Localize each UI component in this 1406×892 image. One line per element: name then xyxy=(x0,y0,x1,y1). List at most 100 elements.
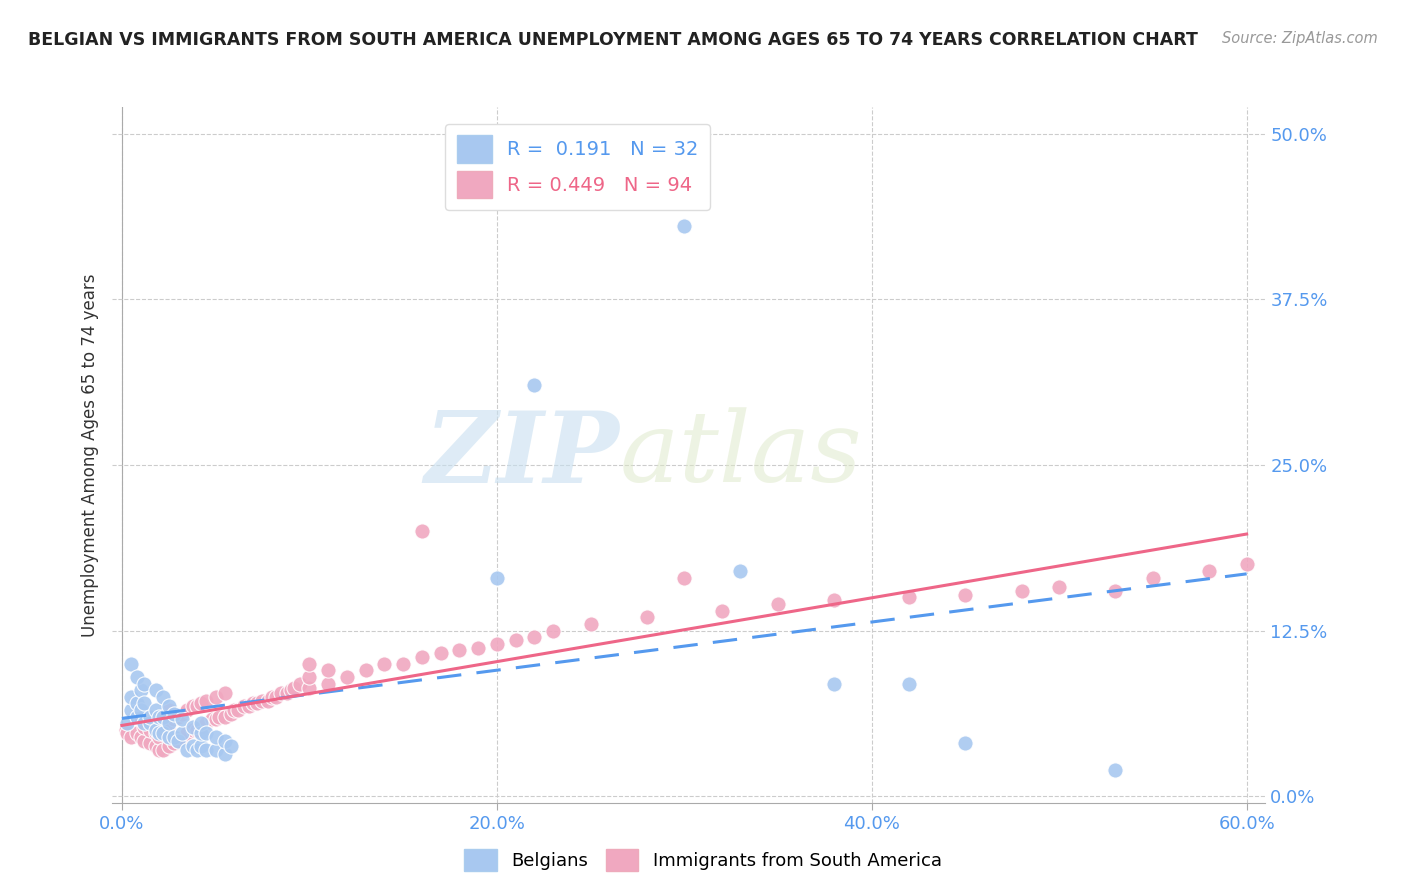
Point xyxy=(120,703,142,717)
Point xyxy=(145,739,167,753)
Point xyxy=(190,739,212,753)
Point xyxy=(257,694,280,708)
Point xyxy=(152,709,174,723)
Point xyxy=(283,681,305,695)
Point xyxy=(176,703,198,717)
Point xyxy=(152,690,174,704)
Point xyxy=(226,703,249,717)
Point xyxy=(176,725,198,739)
Point xyxy=(955,736,977,750)
Point xyxy=(730,564,752,578)
Point xyxy=(204,690,226,704)
Point xyxy=(125,709,148,723)
Point xyxy=(523,378,546,392)
Point xyxy=(134,676,156,690)
Point xyxy=(232,699,254,714)
Point xyxy=(129,703,152,717)
Point xyxy=(120,730,142,744)
Point xyxy=(181,739,204,753)
Point xyxy=(167,733,190,747)
Point xyxy=(145,712,167,726)
Point xyxy=(288,676,311,690)
Point xyxy=(145,703,167,717)
Point xyxy=(373,657,395,671)
Point xyxy=(298,657,321,671)
Point xyxy=(190,720,212,734)
Point xyxy=(636,610,658,624)
Point xyxy=(1142,570,1164,584)
Point xyxy=(204,743,226,757)
Point xyxy=(485,637,508,651)
Point xyxy=(157,703,180,717)
Point xyxy=(134,716,156,731)
Text: ZIP: ZIP xyxy=(425,407,620,503)
Point xyxy=(276,686,298,700)
Point xyxy=(152,725,174,739)
Point xyxy=(190,697,212,711)
Point xyxy=(214,709,236,723)
Point xyxy=(139,736,162,750)
Point xyxy=(316,663,339,677)
Point xyxy=(823,593,845,607)
Point xyxy=(298,681,321,695)
Point xyxy=(219,706,242,721)
Legend: Belgians, Immigrants from South America: Belgians, Immigrants from South America xyxy=(457,842,949,879)
Point xyxy=(163,730,186,744)
Point xyxy=(710,604,733,618)
Point xyxy=(1011,583,1033,598)
Point xyxy=(270,686,292,700)
Point xyxy=(195,743,218,757)
Point xyxy=(392,657,415,671)
Point xyxy=(579,616,602,631)
Point xyxy=(505,632,527,647)
Point xyxy=(201,712,224,726)
Point xyxy=(316,676,339,690)
Point xyxy=(224,703,246,717)
Point xyxy=(204,712,226,726)
Point xyxy=(152,743,174,757)
Point xyxy=(120,690,142,704)
Point xyxy=(145,723,167,737)
Text: BELGIAN VS IMMIGRANTS FROM SOUTH AMERICA UNEMPLOYMENT AMONG AGES 65 TO 74 YEARS : BELGIAN VS IMMIGRANTS FROM SOUTH AMERICA… xyxy=(28,31,1198,49)
Point xyxy=(195,716,218,731)
Point xyxy=(214,686,236,700)
Point xyxy=(219,739,242,753)
Point xyxy=(181,720,204,734)
Point xyxy=(204,730,226,744)
Point xyxy=(170,730,193,744)
Point xyxy=(242,697,264,711)
Point xyxy=(1198,564,1220,578)
Point xyxy=(134,720,156,734)
Point xyxy=(134,697,156,711)
Point xyxy=(195,725,218,739)
Point xyxy=(1236,558,1258,572)
Point xyxy=(170,712,193,726)
Point xyxy=(117,725,139,739)
Point xyxy=(134,733,156,747)
Point xyxy=(467,640,489,655)
Point xyxy=(163,706,186,721)
Point xyxy=(186,743,208,757)
Point xyxy=(167,709,190,723)
Point xyxy=(157,739,180,753)
Point xyxy=(190,725,212,739)
Point xyxy=(170,725,193,739)
Point xyxy=(190,716,212,731)
Point xyxy=(181,723,204,737)
Point xyxy=(148,725,170,739)
Point xyxy=(114,723,136,737)
Point xyxy=(252,694,274,708)
Point xyxy=(157,723,180,737)
Point xyxy=(148,730,170,744)
Point xyxy=(336,670,359,684)
Point xyxy=(298,670,321,684)
Point xyxy=(145,725,167,739)
Point xyxy=(125,725,148,739)
Point xyxy=(246,697,269,711)
Point xyxy=(139,723,162,737)
Point xyxy=(208,709,231,723)
Point xyxy=(139,709,162,723)
Point xyxy=(673,219,696,234)
Point xyxy=(152,709,174,723)
Y-axis label: Unemployment Among Ages 65 to 74 years: Unemployment Among Ages 65 to 74 years xyxy=(80,273,98,637)
